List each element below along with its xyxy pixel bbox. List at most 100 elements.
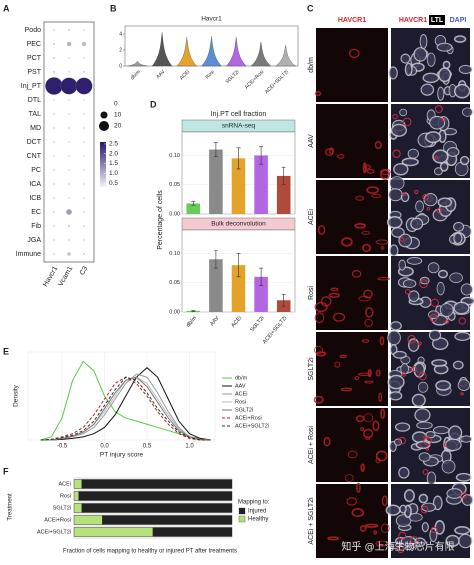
y-tick-label: Rosi — [60, 493, 71, 499]
tubule — [402, 279, 417, 289]
dot — [83, 183, 85, 185]
signal — [360, 463, 365, 472]
signal-merge — [402, 117, 412, 127]
bar — [231, 265, 246, 312]
size-legend-dot — [99, 121, 109, 131]
signal-merge — [398, 531, 407, 540]
signal — [360, 426, 365, 431]
dot — [68, 71, 70, 73]
signal — [314, 91, 322, 97]
tubule — [401, 157, 419, 167]
dot — [83, 127, 85, 129]
signal — [371, 193, 382, 199]
dot — [75, 77, 93, 95]
signal — [375, 239, 389, 245]
signal-merge — [407, 334, 416, 344]
dot — [53, 155, 55, 157]
signal-merge — [392, 114, 398, 120]
bar — [209, 259, 223, 312]
dot — [53, 29, 55, 31]
bar-segment — [73, 527, 154, 537]
bar-segment — [81, 503, 233, 513]
tubule — [420, 83, 435, 96]
y-tick-label: 4 — [119, 31, 122, 37]
tubule — [421, 502, 437, 512]
signal — [317, 225, 326, 235]
tubule — [425, 131, 442, 144]
bar — [254, 155, 268, 214]
dot — [83, 169, 85, 171]
signal — [355, 415, 365, 423]
dot — [83, 141, 85, 143]
x-tick-label: ACEi — [179, 69, 191, 81]
dot — [53, 43, 55, 45]
tubule — [442, 60, 451, 70]
signal-merge — [422, 193, 429, 201]
signal-merge — [460, 392, 464, 396]
x-axis-title: Fraction of cells mapping to healthy or … — [63, 549, 237, 555]
tubule — [448, 425, 463, 441]
signal-merge — [425, 447, 430, 451]
x-tick-label: Rosi — [205, 69, 216, 80]
error-bar — [281, 166, 286, 186]
x-tick-label: 0.0 — [100, 444, 109, 450]
signal — [357, 372, 371, 377]
error-bar — [191, 201, 196, 206]
x-axis-title: PT injury score — [100, 452, 144, 459]
density-line — [40, 360, 211, 441]
tubule — [437, 269, 449, 279]
x-tick-label: AAV — [155, 69, 167, 81]
tubule — [398, 259, 406, 271]
size-legend-dot — [100, 111, 108, 119]
dot — [53, 197, 55, 199]
dot — [52, 70, 56, 74]
tubule — [415, 200, 425, 213]
row-label: db/m — [308, 57, 315, 73]
tubule — [413, 47, 428, 62]
panel-label: E — [3, 346, 9, 356]
tubule — [460, 283, 474, 296]
signal — [346, 497, 358, 506]
chart-title: Havcr1 — [201, 16, 222, 23]
tubule — [416, 421, 433, 430]
x-tick-label: -0.5 — [57, 444, 68, 450]
legend-title: Mapping to: — [238, 500, 270, 506]
signal — [332, 312, 346, 322]
row-label: SGLT2i — [308, 357, 315, 381]
tubule — [417, 381, 429, 393]
signal-merge — [458, 317, 466, 325]
signal-merge — [404, 288, 411, 295]
signal-merge — [443, 443, 448, 447]
panel-label: D — [150, 99, 157, 109]
y-tick-label: 2 — [119, 47, 122, 53]
x-tick-label: db/m — [130, 69, 142, 81]
tubule — [389, 321, 402, 331]
tubule — [426, 52, 436, 67]
tubule — [389, 176, 405, 191]
tubule — [459, 155, 470, 166]
tubule — [431, 359, 448, 367]
tubule — [398, 466, 410, 479]
tubule — [436, 42, 453, 52]
tubule — [436, 281, 445, 296]
row-label: Podo — [25, 27, 41, 34]
dot — [68, 197, 70, 199]
dot — [83, 225, 85, 227]
signal — [375, 540, 388, 547]
y-axis-title: Treatment — [8, 493, 14, 520]
signal-merge — [417, 341, 422, 346]
tubule — [394, 422, 411, 432]
dot — [53, 169, 55, 171]
tubule — [428, 329, 442, 341]
signal — [314, 301, 328, 313]
signal — [365, 436, 371, 440]
tubule — [446, 488, 463, 499]
legend-label: ACEi+SGLT2i — [235, 423, 269, 429]
dot — [53, 239, 55, 241]
violin — [176, 37, 198, 67]
row-label: Fib — [31, 223, 41, 230]
signal — [380, 246, 385, 250]
y-tick-label: ACEi — [58, 481, 71, 487]
row-label: ACEi + SGLT2i — [308, 497, 315, 545]
dot — [68, 169, 70, 171]
